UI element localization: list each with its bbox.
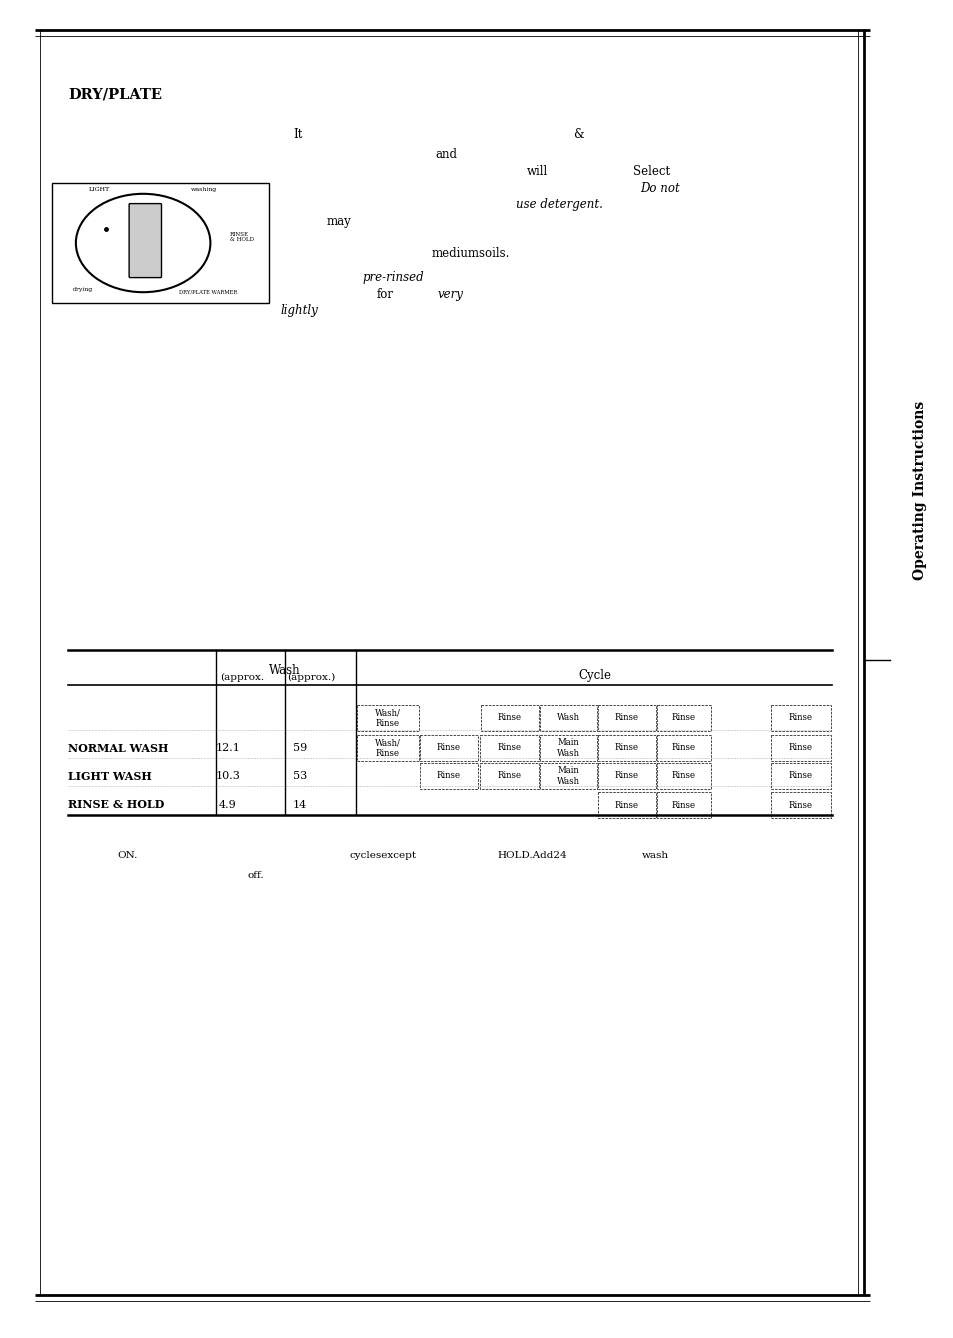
Text: wash: wash [641,851,668,860]
Bar [598,763,656,789]
Text: Rinse: Rinse [788,713,812,723]
Text: Cycle: Cycle [578,669,611,682]
Text: pre-rinsed: pre-rinsed [363,272,424,284]
Text: HOLD.Add24: HOLD.Add24 [497,851,566,860]
Text: Rinse: Rinse [615,800,639,809]
Bar [657,735,710,761]
Bar [770,705,830,731]
Text: DRY/PLATE: DRY/PLATE [68,88,162,102]
Text: Rinse: Rinse [788,772,812,780]
Text: lightly: lightly [281,304,318,317]
Text: Main
Wash: Main Wash [557,767,579,785]
Text: Rinse: Rinse [497,772,521,780]
Bar [539,763,597,789]
Text: It: It [293,128,302,140]
Text: (approx.: (approx. [220,673,264,682]
Text: ON.: ON. [117,851,137,860]
Text: Wash: Wash [557,713,579,723]
Bar [539,705,597,731]
Text: 14: 14 [293,800,307,809]
Text: very: very [437,288,463,301]
Text: 4.9: 4.9 [219,800,236,809]
Text: use detergent.: use detergent. [516,198,602,211]
Text: Rinse: Rinse [671,744,696,752]
Bar [770,763,830,789]
Text: Operating Instructions: Operating Instructions [912,400,926,579]
Text: may: may [327,215,352,227]
Text: 10.3: 10.3 [215,771,240,781]
Text: and: and [435,149,456,161]
Text: off.: off. [248,871,264,880]
Text: 59: 59 [293,743,307,753]
Bar [598,792,656,818]
Text: Main
Wash: Main Wash [557,739,579,757]
Bar [419,763,477,789]
Text: 12.1: 12.1 [215,743,240,753]
Text: Wash: Wash [269,664,300,677]
Text: drying: drying [72,286,92,292]
Text: &: & [573,128,583,140]
Text: RINSE & HOLD: RINSE & HOLD [68,800,164,811]
Text: NORMAL WASH: NORMAL WASH [68,743,168,753]
Ellipse shape [76,194,211,292]
Bar [419,735,477,761]
Bar [598,735,656,761]
Text: LIGHT WASH: LIGHT WASH [68,771,152,781]
Text: Rinse: Rinse [615,713,639,723]
Text: cyclesexcept: cyclesexcept [350,851,416,860]
Text: LIGHT: LIGHT [89,187,111,191]
Text: DRY/PLATE WARMER: DRY/PLATE WARMER [179,289,237,294]
Text: Wash/
Rinse: Wash/ Rinse [375,739,400,757]
Text: Rinse: Rinse [671,772,696,780]
Text: Select: Select [633,165,669,178]
Text: Rinse: Rinse [436,772,460,780]
Bar [52,183,269,302]
Text: Rinse: Rinse [788,744,812,752]
Bar [657,705,710,731]
Text: (approx.): (approx.) [287,673,335,682]
Text: 53: 53 [293,771,307,781]
Text: Rinse: Rinse [671,713,696,723]
Text: Rinse: Rinse [615,772,639,780]
Bar [356,735,418,761]
Bar [770,735,830,761]
Bar [479,735,538,761]
Text: Rinse: Rinse [436,744,460,752]
Text: mediumsoils.: mediumsoils. [432,248,510,260]
Bar [356,705,418,731]
Text: for: for [376,288,394,301]
FancyBboxPatch shape [129,203,161,277]
Bar [539,735,597,761]
Bar [480,705,538,731]
Bar [657,792,710,818]
Bar [657,763,710,789]
Text: Rinse: Rinse [788,800,812,809]
Text: washing: washing [191,187,216,191]
Bar [770,792,830,818]
Text: Rinse: Rinse [615,744,639,752]
Text: Rinse: Rinse [671,800,696,809]
Text: will: will [526,165,548,178]
Text: Wash/
Rinse: Wash/ Rinse [375,708,400,728]
Text: Rinse: Rinse [497,744,521,752]
Text: Rinse: Rinse [497,713,521,723]
Text: RINSE
& HOLD: RINSE & HOLD [230,231,253,242]
Bar [598,705,656,731]
Bar [479,763,538,789]
Text: Do not: Do not [639,182,679,195]
